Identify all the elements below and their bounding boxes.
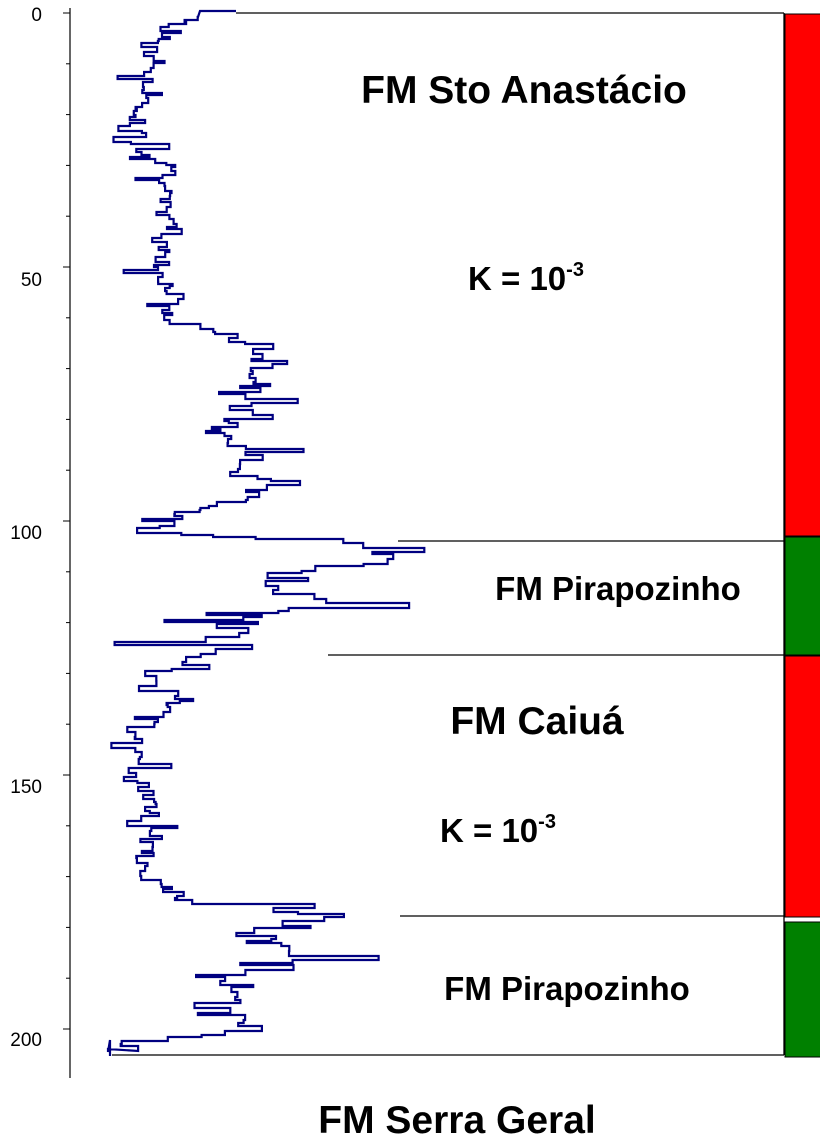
zone-bar-pirapozinho-upper	[784, 536, 820, 656]
tick-label-100: 100	[10, 523, 42, 544]
tick-label-150: 150	[10, 777, 42, 798]
gamma-log-curve	[106, 9, 426, 1056]
bottom-label-serra-geral: FM Serra Geral	[318, 1099, 595, 1142]
formation-label-pirapozinho-lower: FM Pirapozinho	[444, 970, 690, 1007]
k-base-sto-anastacio: K = 10	[468, 260, 566, 297]
formation-label-caiua: FM Caiuá	[450, 700, 624, 743]
k-value-sto-anastacio: K = 10-3	[468, 259, 584, 297]
tick-label-50: 50	[21, 270, 42, 291]
zone-bar-pirapozinho-lower	[784, 921, 820, 1058]
tick-label-200: 200	[10, 1030, 42, 1051]
formation-label-sto-anastacio: FM Sto Anastácio	[361, 69, 687, 112]
tick-label-0: 0	[31, 5, 42, 26]
depth-axis-ticks	[63, 12, 70, 1030]
k-exp-caiua: -3	[538, 811, 556, 833]
k-value-caiua: K = 10-3	[440, 811, 556, 849]
formation-label-pirapozinho-upper: FM Pirapozinho	[495, 570, 741, 607]
zone-bar-sto-anastacio	[784, 13, 820, 537]
k-base-caiua: K = 10	[440, 812, 538, 849]
k-exp-sto-anastacio: -3	[566, 259, 584, 281]
zone-bar-caiua	[784, 655, 820, 918]
